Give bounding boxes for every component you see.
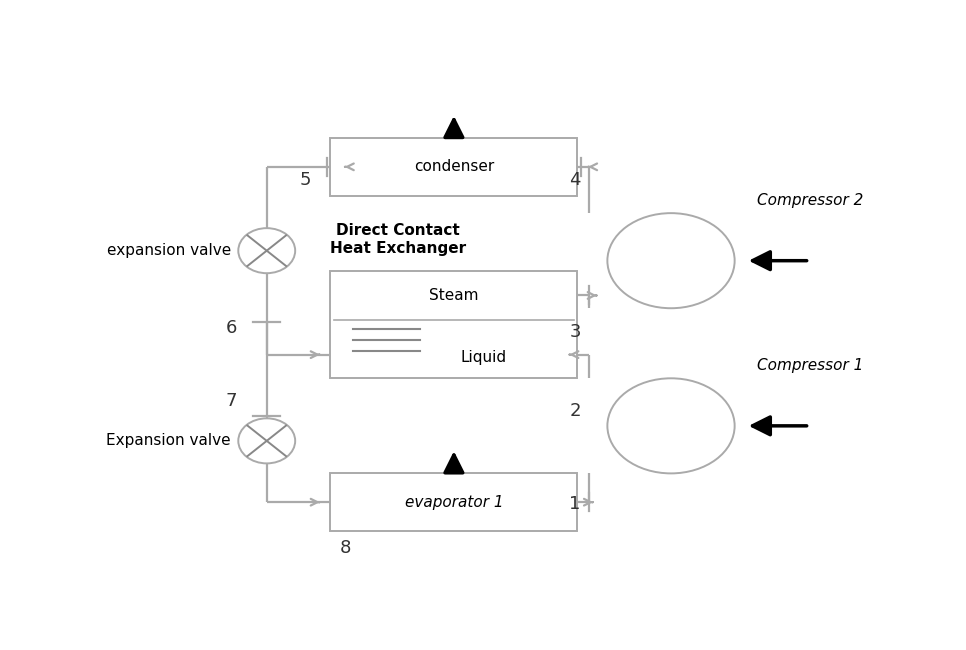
Text: condenser: condenser xyxy=(413,159,494,174)
Text: Compressor 2: Compressor 2 xyxy=(757,193,864,208)
Text: 3: 3 xyxy=(569,323,581,341)
Text: expansion valve: expansion valve xyxy=(106,243,231,258)
Text: Liquid: Liquid xyxy=(461,350,507,365)
Text: 7: 7 xyxy=(226,392,238,410)
Bar xyxy=(330,473,578,531)
Text: evaporator 1: evaporator 1 xyxy=(405,495,503,510)
Text: Compressor 1: Compressor 1 xyxy=(757,358,864,373)
Bar xyxy=(330,270,578,378)
Ellipse shape xyxy=(239,228,296,273)
Text: 2: 2 xyxy=(569,402,581,420)
Text: 5: 5 xyxy=(299,171,311,189)
Text: Expansion valve: Expansion valve xyxy=(106,434,231,448)
Text: Direct Contact
Heat Exchanger: Direct Contact Heat Exchanger xyxy=(329,224,466,255)
Bar xyxy=(330,138,578,196)
Text: 8: 8 xyxy=(340,540,351,558)
Text: 1: 1 xyxy=(570,495,581,514)
Text: 4: 4 xyxy=(569,171,581,189)
Ellipse shape xyxy=(608,213,735,308)
Text: 6: 6 xyxy=(226,319,238,337)
Ellipse shape xyxy=(608,378,735,473)
Ellipse shape xyxy=(239,419,296,463)
Text: Steam: Steam xyxy=(429,288,478,303)
